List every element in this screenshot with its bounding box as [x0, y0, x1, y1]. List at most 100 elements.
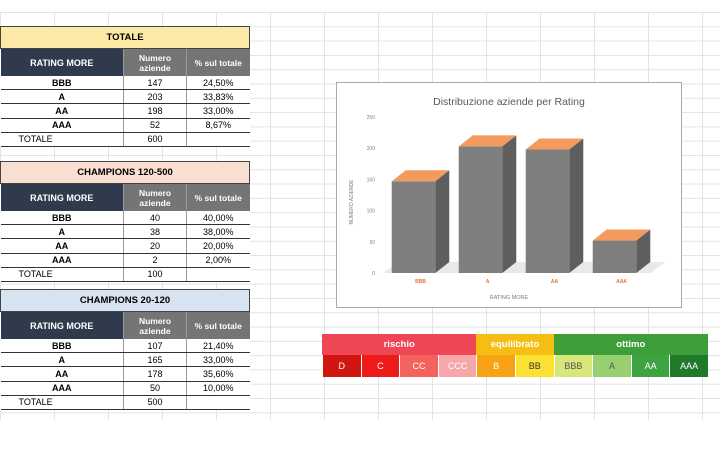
scale-cell-b[interactable]: B — [476, 355, 515, 377]
table-row: AAA 2 2,00% — [0, 253, 250, 268]
header-count[interactable]: Numero aziende — [123, 48, 187, 76]
cell-pct[interactable]: 33,00% — [185, 103, 250, 119]
table-row: AA 20 20,00% — [0, 238, 250, 254]
cell-rating[interactable]: BBB — [0, 339, 124, 354]
cell-pct[interactable]: 35,60% — [185, 366, 250, 382]
total-label[interactable]: TOTALE — [0, 395, 124, 410]
table-title[interactable]: CHAMPIONS 20-120 — [0, 289, 251, 312]
scale-cell-aaa[interactable]: AAA — [669, 355, 708, 377]
cell-rating[interactable]: BBB — [0, 211, 124, 226]
header-rating[interactable]: RATING MORE — [0, 48, 124, 76]
cell-rating[interactable]: A — [0, 352, 124, 368]
scale-cell-aa[interactable]: AA — [630, 355, 670, 377]
total-value[interactable]: 600 — [123, 132, 187, 147]
cell-pct[interactable]: 20,00% — [186, 238, 250, 254]
bar-front — [391, 181, 436, 273]
cell-pct[interactable]: 2,00% — [186, 253, 250, 268]
header-rating[interactable]: RATING MORE — [0, 183, 124, 211]
cell-count[interactable]: 203 — [123, 89, 187, 105]
total-value[interactable]: 100 — [123, 267, 187, 282]
table-title[interactable]: TOTALE — [0, 26, 251, 49]
header-count[interactable]: Numero aziende — [123, 311, 187, 339]
scale-cell-bb[interactable]: BB — [515, 355, 554, 377]
x-axis-title: RATING MORE — [490, 295, 529, 301]
cell-pct[interactable]: 10,00% — [185, 381, 250, 396]
scale-cell-a[interactable]: A — [592, 355, 631, 377]
cell-count[interactable]: 107 — [123, 339, 187, 354]
bar-aa[interactable] — [525, 138, 584, 273]
scale-section-rischio[interactable]: rischio — [322, 334, 477, 355]
bar-front — [525, 149, 570, 273]
scale-section-ottimo[interactable]: ottimo — [553, 334, 708, 355]
cell-rating[interactable]: A — [0, 89, 124, 105]
y-tick-label: 100 — [367, 209, 376, 215]
empty-cell[interactable] — [185, 395, 250, 410]
table-row: AA 178 35,60% — [0, 366, 250, 382]
bar-a[interactable] — [458, 135, 517, 273]
table-row: AAA 52 8,67% — [0, 118, 250, 133]
cell-pct[interactable]: 33,83% — [185, 89, 250, 105]
table-title[interactable]: CHAMPIONS 120-500 — [0, 161, 250, 184]
cell-rating[interactable]: BBB — [0, 76, 124, 91]
cell-count[interactable]: 165 — [123, 352, 187, 368]
header-pct[interactable]: % sul totale — [185, 311, 250, 339]
total-label[interactable]: TOTALE — [0, 267, 124, 282]
cell-count[interactable]: 2 — [123, 253, 187, 268]
scale-section-equilibrato[interactable]: equilibrato — [476, 334, 554, 355]
bar-side — [502, 135, 517, 273]
header-rating[interactable]: RATING MORE — [0, 311, 124, 339]
total-value[interactable]: 500 — [123, 395, 187, 410]
y-tick-label: 150 — [367, 177, 376, 183]
cell-rating[interactable]: AA — [0, 238, 124, 254]
header-count[interactable]: Numero aziende — [123, 183, 187, 211]
cell-rating[interactable]: A — [0, 224, 124, 240]
table-row: A 165 33,00% — [0, 352, 250, 368]
cell-pct[interactable]: 21,40% — [185, 339, 250, 354]
rating-scale: rischio D C CC CCC equilibrato B BB ottimo BBB A AA… — [322, 334, 708, 377]
bar-top — [458, 135, 517, 147]
cell-rating[interactable]: AA — [0, 366, 124, 382]
empty-cell[interactable] — [186, 267, 250, 282]
cell-count[interactable]: 52 — [123, 118, 187, 133]
cell-count[interactable]: 178 — [123, 366, 187, 382]
cell-rating[interactable]: AAA — [0, 118, 124, 133]
x-tick-label: A — [486, 279, 490, 285]
bar-front — [458, 146, 503, 273]
scale-cell-d[interactable]: D — [322, 355, 361, 377]
scale-cell-bbb[interactable]: BBB — [553, 355, 593, 377]
chart-title: Distribuzione aziende per Rating — [433, 96, 585, 108]
cell-count[interactable]: 198 — [123, 103, 187, 119]
x-tick-label: AA — [551, 279, 559, 285]
header-pct[interactable]: % sul totale — [185, 48, 250, 76]
bar-top — [391, 170, 450, 182]
cell-pct[interactable]: 40,00% — [186, 211, 250, 226]
cell-rating[interactable]: AA — [0, 103, 124, 119]
cell-count[interactable]: 50 — [123, 381, 187, 396]
cell-pct[interactable]: 33,00% — [185, 352, 250, 368]
total-row: TOTALE 500 — [0, 395, 250, 410]
cell-rating[interactable]: AAA — [0, 381, 124, 396]
scale-cell-c[interactable]: C — [360, 355, 400, 377]
cell-pct[interactable]: 38,00% — [186, 224, 250, 240]
cell-pct[interactable]: 8,67% — [185, 118, 250, 133]
bar-front — [592, 240, 637, 273]
bar-aaa[interactable] — [592, 229, 651, 273]
scale-cell-ccc[interactable]: CCC — [437, 355, 477, 377]
cell-count[interactable]: 40 — [123, 211, 187, 226]
cell-count[interactable]: 38 — [123, 224, 187, 240]
cell-count[interactable]: 20 — [123, 238, 187, 254]
cell-count[interactable]: 147 — [123, 76, 187, 91]
total-label[interactable]: TOTALE — [0, 132, 124, 147]
table-row: A 203 33,83% — [0, 89, 250, 105]
table-row: BBB 107 21,40% — [0, 339, 250, 354]
scale-cell-cc[interactable]: CC — [399, 355, 438, 377]
cell-pct[interactable]: 24,50% — [185, 76, 250, 91]
y-axis-title: NUMERO AZIENDE — [349, 179, 355, 225]
empty-cell[interactable] — [185, 132, 250, 147]
bar-bbb[interactable] — [391, 170, 450, 273]
bar-side — [435, 170, 450, 273]
table-row: AAA 50 10,00% — [0, 381, 250, 396]
header-pct[interactable]: % sul totale — [186, 183, 250, 211]
cell-rating[interactable]: AAA — [0, 253, 124, 268]
chart-object[interactable]: Distribuzione aziende per Rating NUMERO … — [336, 82, 682, 308]
